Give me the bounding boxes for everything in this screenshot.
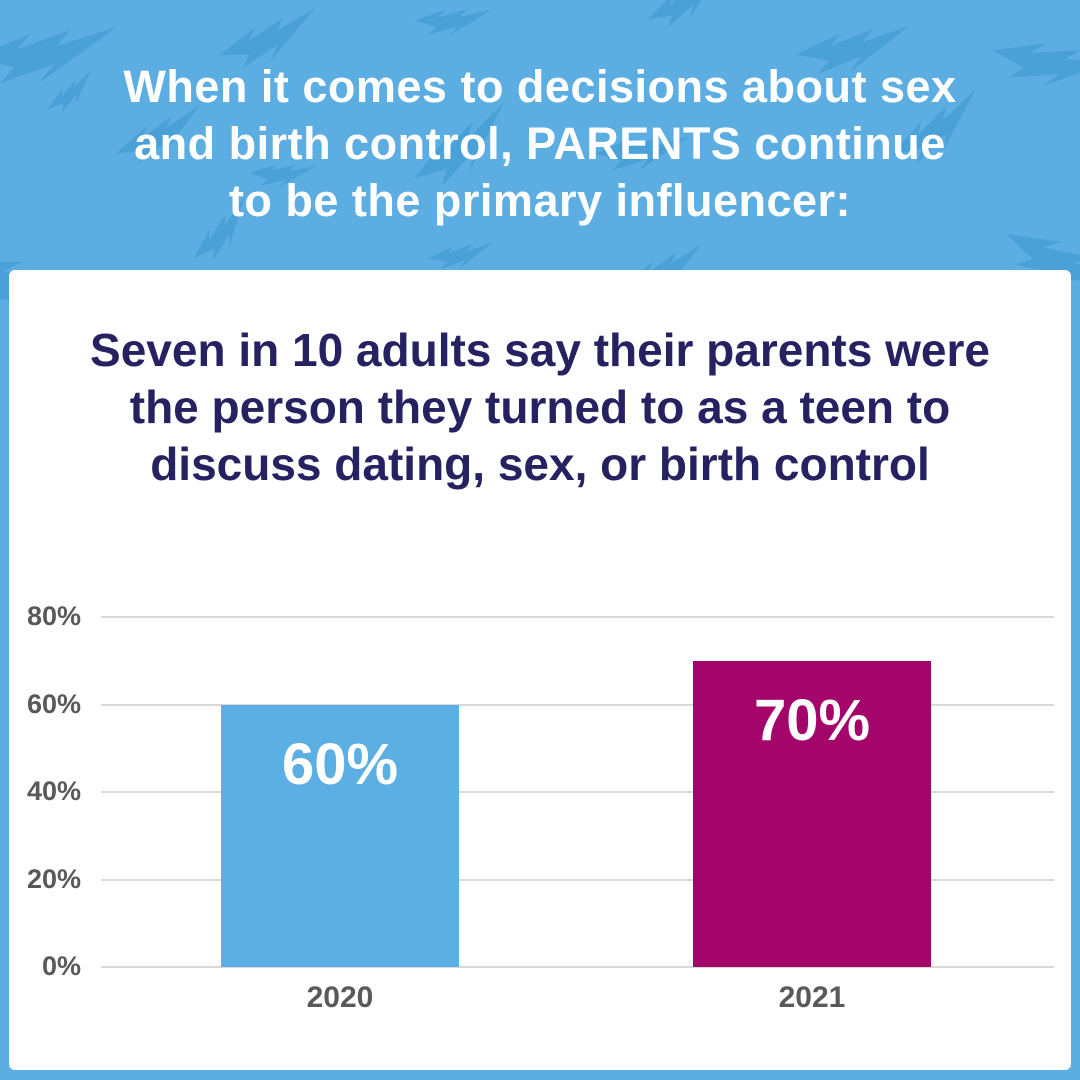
y-axis-tick-label: 60% [26, 688, 81, 719]
gridline [101, 878, 1054, 881]
gridline [101, 616, 1054, 618]
bar-2020: 60% [221, 704, 459, 967]
y-axis-tick-label: 80% [26, 601, 81, 631]
page-title-line-3: to be the primary influencer: [228, 175, 852, 226]
x-axis-tick-label: 2021 [778, 981, 846, 1014]
y-axis-tick-label: 20% [26, 863, 81, 894]
chart-card: Seven in 10 adults say their parents wer… [9, 270, 1071, 1070]
chart-title-line-1: Seven in 10 adults say their parents wer… [90, 324, 990, 376]
bar-value-label: 70% [753, 687, 871, 753]
chart-title: Seven in 10 adults say their parents wer… [9, 270, 1071, 493]
page-title: When it comes to decisions about sex and… [0, 0, 1080, 229]
gridline [101, 966, 1054, 968]
header-banner: When it comes to decisions about sex and… [0, 0, 1080, 270]
bar-2021: 70% [693, 660, 931, 967]
plot-area: 0% 20% 40% 60% 80% 60% 2020 70% 2021 [27, 603, 1054, 1014]
chart-title-line-3: discuss dating, sex, or birth control [150, 438, 930, 490]
bar-value-label: 60% [281, 731, 399, 797]
gridline [101, 791, 1054, 793]
y-axis-tick-label: 40% [26, 776, 81, 806]
page-title-line-2: and birth control, PARENTS continue [134, 118, 946, 169]
gridline [101, 703, 1054, 706]
y-axis-tick-label: 0% [41, 951, 81, 981]
page-title-line-1: When it comes to decisions about sex [123, 61, 957, 112]
chart-title-line-2: the person they turned to as a teen to [129, 381, 951, 433]
x-axis-tick-label: 2020 [306, 981, 374, 1014]
